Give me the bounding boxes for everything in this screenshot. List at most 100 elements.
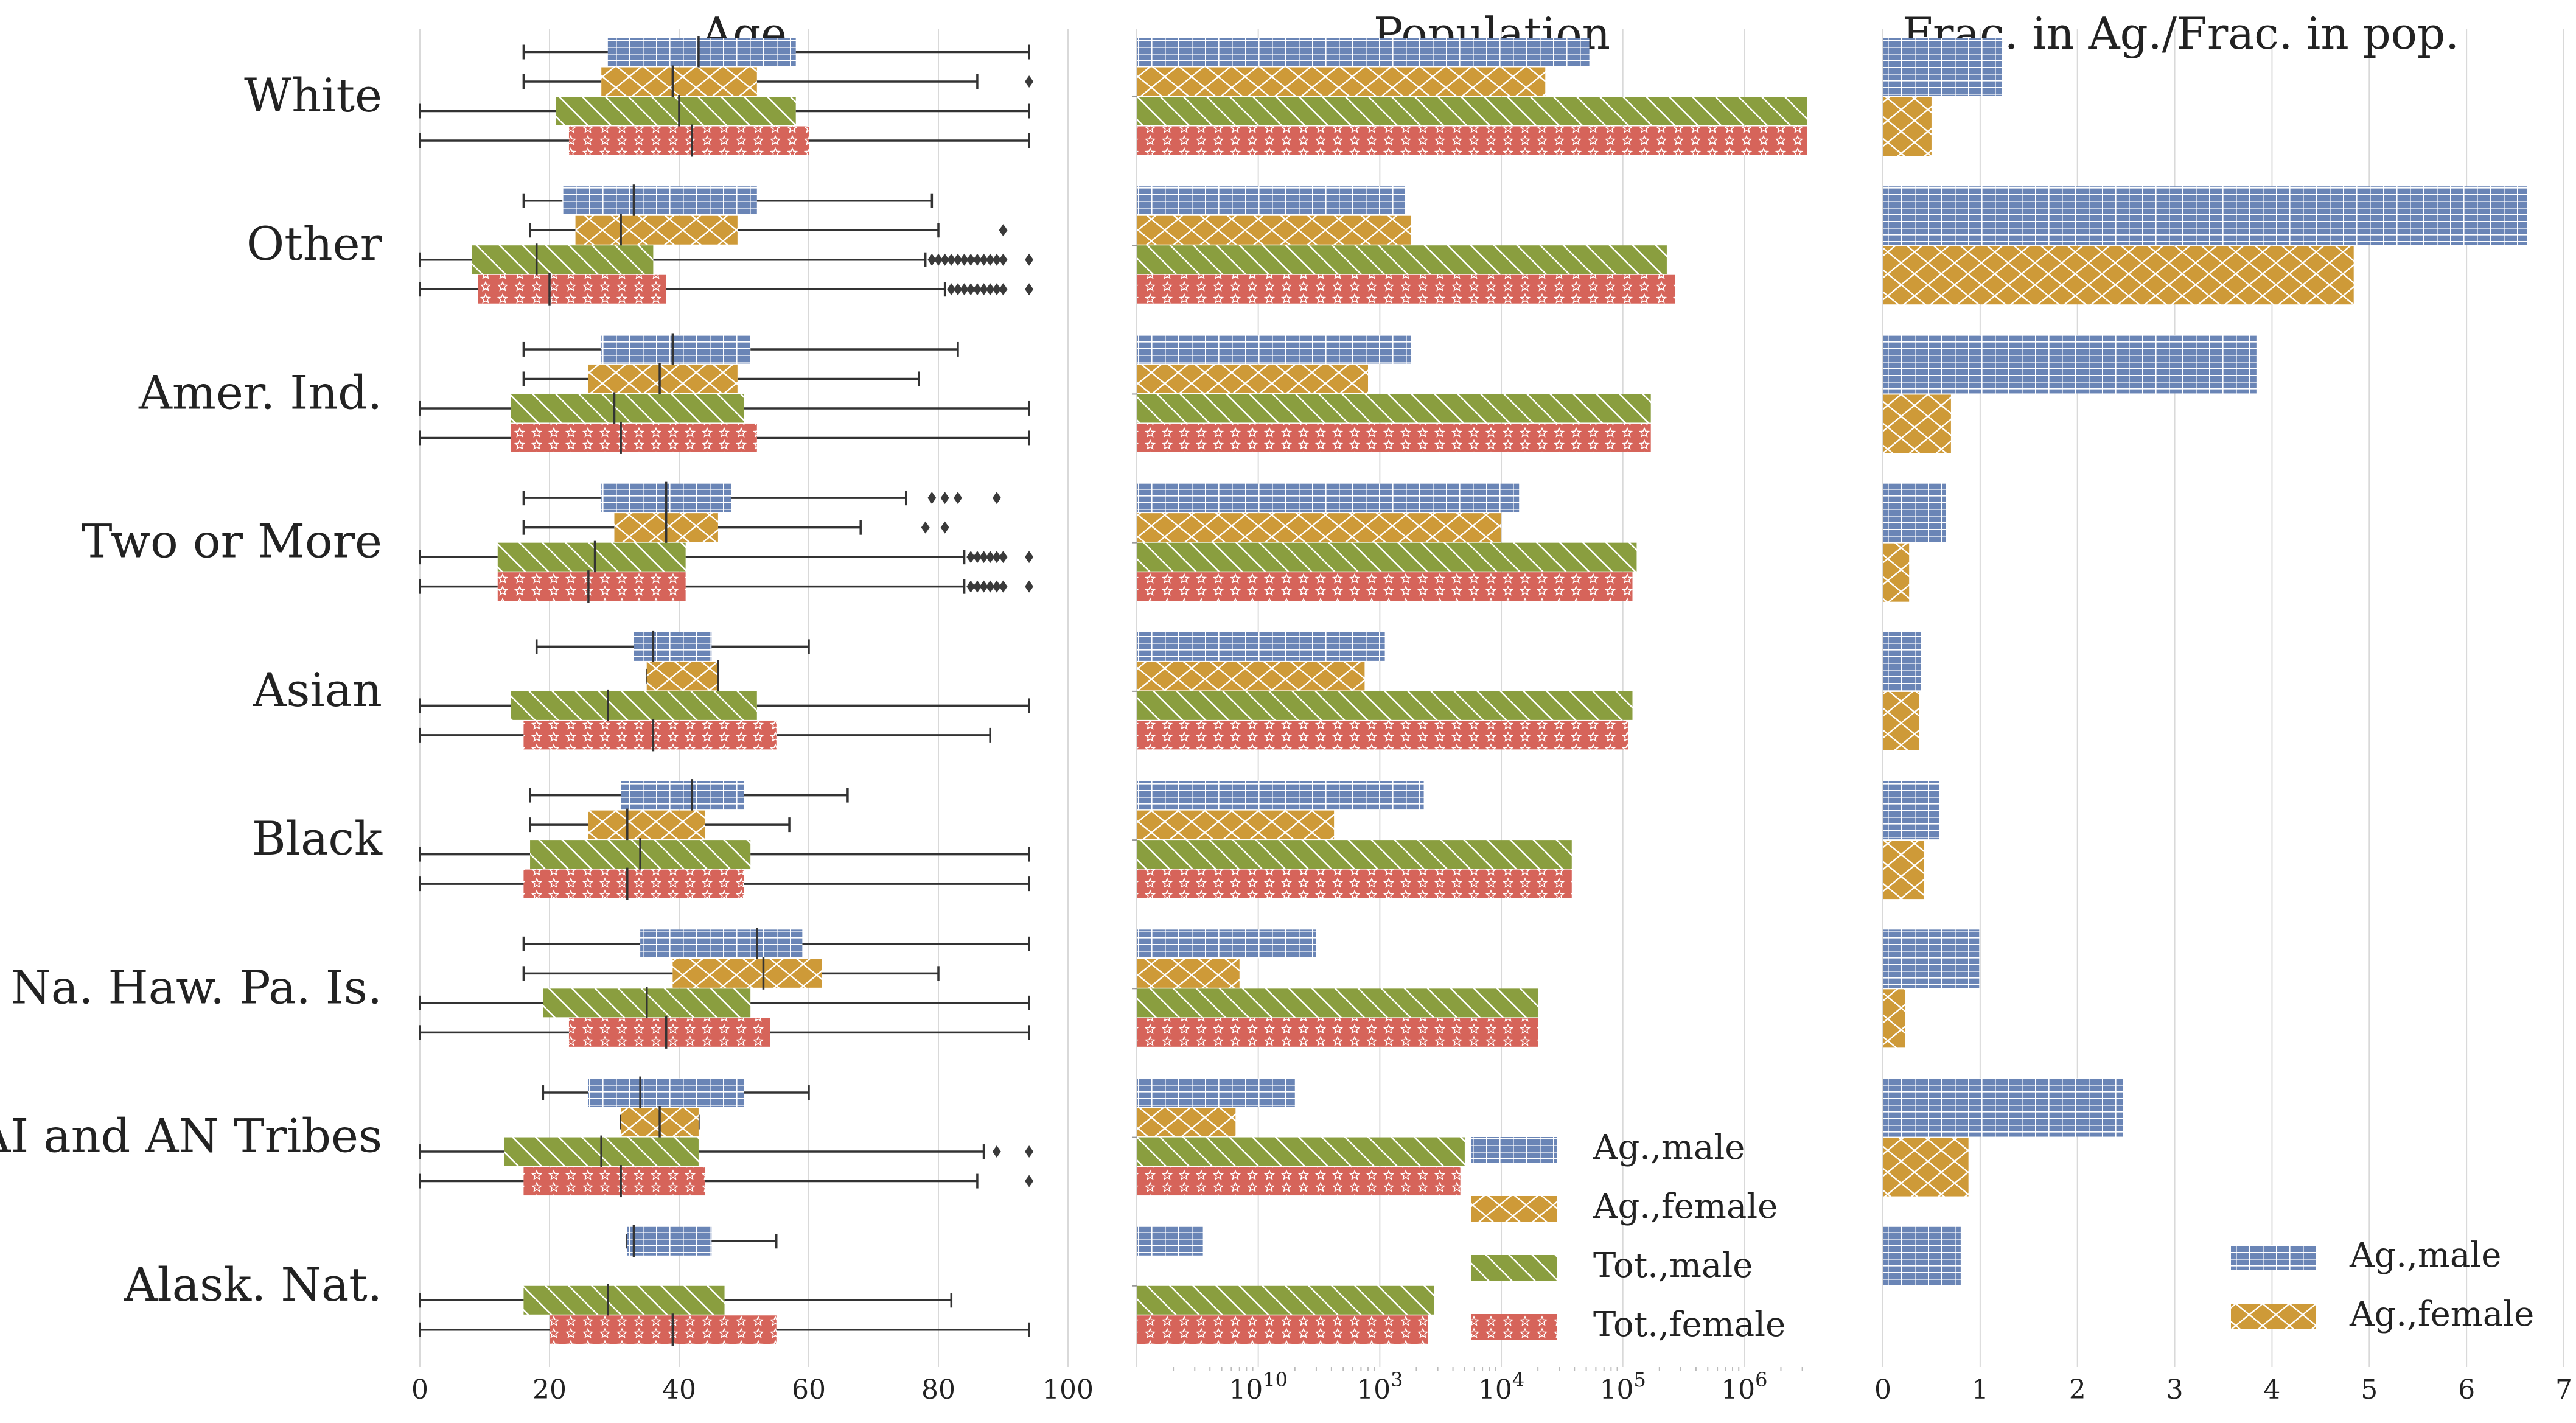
category-label: Other: [246, 217, 383, 271]
age-tick-label: 40: [662, 1374, 696, 1405]
outlier-point: [966, 253, 976, 266]
bar-tot-female: [1137, 1315, 1428, 1344]
bar-ag-male: [1137, 38, 1590, 66]
ratio-bar-ag-male: [1883, 186, 2527, 245]
bar-tot-female: [1137, 1167, 1461, 1196]
ratio-bar-ag-female: [1883, 246, 2354, 305]
box-tot-female: [523, 721, 777, 750]
ratio-bar-ag-female: [1883, 691, 1919, 750]
bar-ag-male: [1137, 483, 1520, 512]
outlier-point: [972, 551, 982, 564]
ratio-bar-ag-male: [1883, 483, 1946, 542]
legend-label: Ag.,female: [2349, 1295, 2534, 1334]
outlier-point: [966, 283, 976, 296]
box-ag-male: [627, 1226, 712, 1256]
box-ag-male: [621, 781, 744, 810]
outlier-point: [940, 253, 949, 266]
bar-tot-male: [1137, 97, 1807, 125]
ratio-bar-ag-female: [1883, 543, 1910, 602]
outlier-point: [992, 283, 1001, 296]
legend-swatch-tot-male: [1471, 1255, 1557, 1281]
ratio-bar-ag-male: [1883, 1078, 2123, 1137]
outlier-point: [986, 253, 995, 266]
outlier-point: [960, 253, 969, 266]
outlier-point: [999, 253, 1008, 266]
frac-tick-label: 7: [2555, 1374, 2572, 1405]
outlier-point: [953, 253, 962, 266]
outlier-point: [972, 580, 982, 593]
box-tot-male: [556, 97, 796, 125]
box-ag-female: [588, 810, 705, 839]
ratio-bar-ag-male: [1883, 1226, 1961, 1285]
ratio-bar-ag-male: [1883, 632, 1921, 691]
box-tot-male: [523, 1285, 725, 1315]
box-tot-male: [497, 542, 686, 572]
legend-swatch-ag-male: [1471, 1137, 1557, 1163]
box-ag-female: [588, 364, 738, 393]
box-tot-female: [523, 869, 744, 898]
bar-tot-female: [1137, 572, 1633, 601]
outlier-point: [1025, 551, 1034, 564]
outlier-point: [921, 521, 930, 534]
bar-tot-female: [1137, 274, 1675, 304]
outlier-point: [966, 551, 976, 564]
frac-tick-label: 2: [2069, 1374, 2086, 1405]
category-label: Amer. Ind.: [138, 365, 382, 419]
legend-label: Tot.,female: [1593, 1305, 1785, 1344]
outlier-point: [960, 283, 969, 296]
box-ag-female: [646, 662, 718, 691]
outlier-point: [927, 253, 937, 266]
ratio-bar-ag-male: [1883, 38, 2002, 96]
bar-tot-female: [1137, 721, 1628, 750]
bar-tot-male: [1137, 542, 1637, 572]
box-ag-male: [562, 186, 757, 215]
bar-ag-female: [1137, 1108, 1236, 1137]
outlier-point: [1025, 1175, 1034, 1187]
bar-ag-female: [1137, 810, 1335, 839]
legend-swatch-ag-male: [2231, 1245, 2316, 1270]
legend-label: Ag.,male: [1593, 1128, 1745, 1167]
outlier-point: [992, 551, 1001, 564]
outlier-point: [934, 253, 943, 266]
age-tick-label: 0: [411, 1374, 428, 1405]
outlier-point: [972, 283, 982, 296]
box-tot-female: [478, 274, 666, 304]
outlier-point: [953, 492, 962, 505]
outlier-point: [1025, 1145, 1034, 1158]
outlier-point: [1025, 283, 1034, 296]
bar-tot-female: [1137, 126, 1807, 155]
outlier-point: [940, 492, 949, 505]
bar-ag-male: [1137, 186, 1405, 215]
bar-tot-female: [1137, 869, 1572, 898]
bar-ag-male: [1137, 1226, 1203, 1256]
bar-ag-male: [1137, 632, 1385, 661]
frac-tick-label: 3: [2166, 1374, 2183, 1405]
outlier-point: [972, 253, 982, 266]
legend-label: Ag.,male: [2349, 1236, 2501, 1275]
bar-tot-female: [1137, 1018, 1538, 1047]
outlier-point: [953, 283, 962, 296]
age-tick-label: 80: [921, 1374, 955, 1405]
bar-tot-male: [1137, 394, 1651, 423]
box-ag-male: [634, 632, 712, 661]
category-label: Alask. Nat.: [124, 1257, 382, 1312]
category-label: Two or More: [82, 514, 382, 568]
legend-label: Ag.,female: [1593, 1187, 1778, 1226]
bar-ag-female: [1137, 215, 1411, 245]
outlier-point: [999, 551, 1008, 564]
bar-ag-female: [1137, 513, 1502, 542]
box-ag-male: [588, 1078, 744, 1107]
category-label: Black: [252, 811, 383, 865]
box-tot-female: [568, 1018, 770, 1047]
box-tot-female: [550, 1315, 777, 1344]
ratio-bar-ag-male: [1883, 929, 1980, 988]
age-tick-label: 60: [792, 1374, 826, 1405]
pop-tick-label: 103: [1356, 1368, 1403, 1405]
box-tot-male: [472, 245, 654, 274]
outlier-point: [992, 1145, 1001, 1158]
frac-tick-label: 1: [1972, 1374, 1989, 1405]
outlier-point: [947, 283, 956, 296]
outlier-point: [999, 580, 1008, 593]
